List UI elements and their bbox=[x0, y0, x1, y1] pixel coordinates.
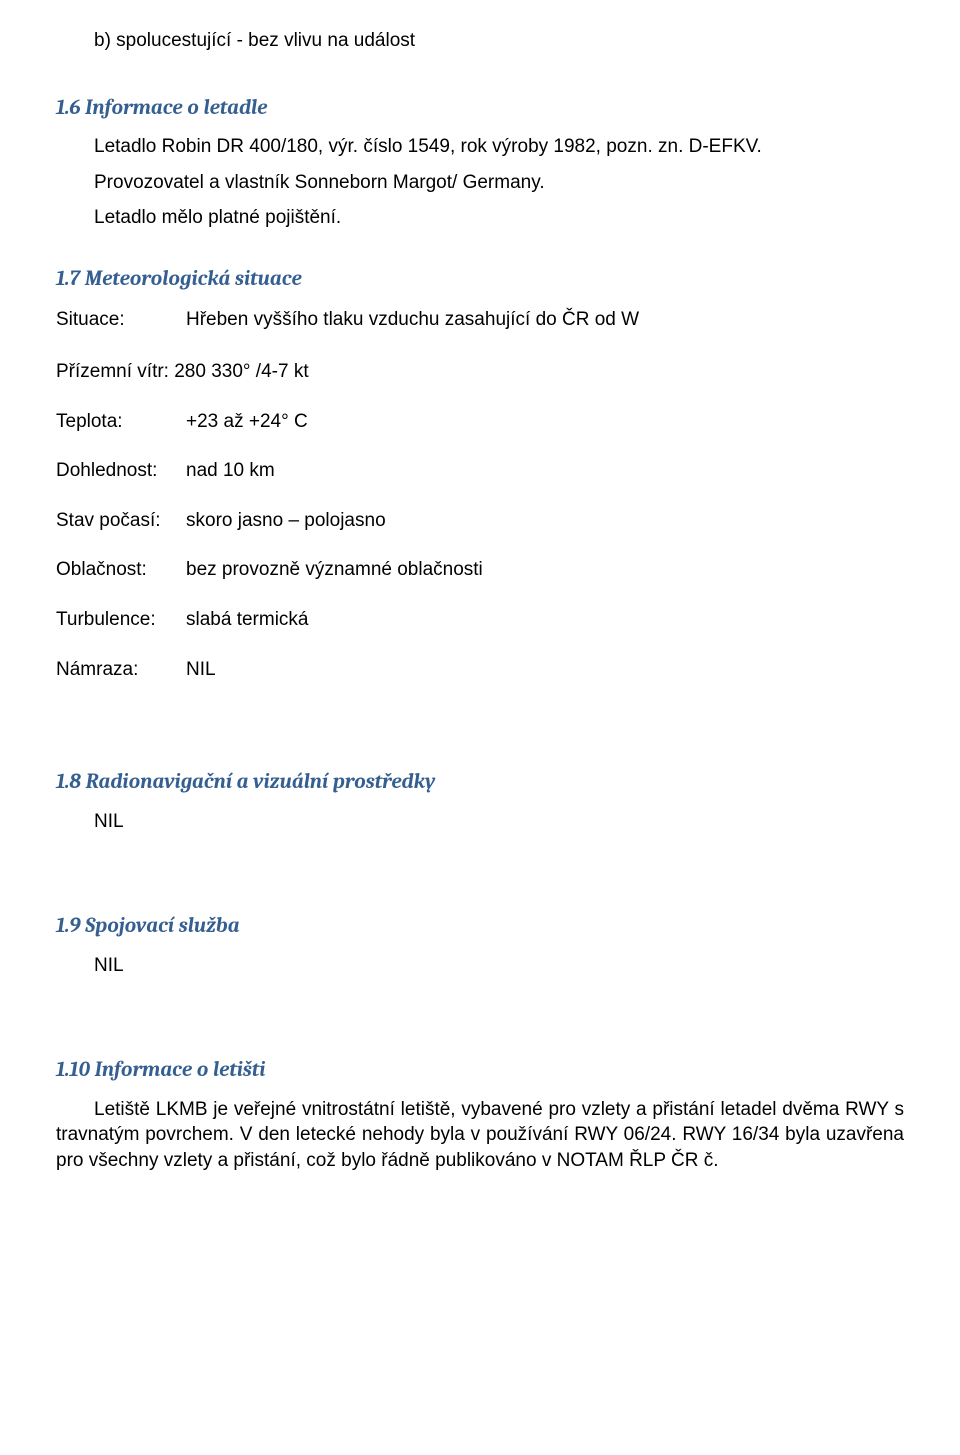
meteo-value: nad 10 km bbox=[186, 458, 904, 484]
heading-1-8: 1.8 Radionavigační a vizuální prostředky bbox=[56, 768, 904, 796]
situace-label: Situace: bbox=[56, 307, 186, 333]
meteo-row: Oblačnost: bez provozně významné oblačno… bbox=[56, 557, 904, 583]
heading-1-7: 1.7 Meteorologická situace bbox=[56, 265, 904, 293]
meteo-value: slabá termická bbox=[186, 607, 904, 633]
situace-value: Hřeben vyššího tlaku vzduchu zasahující … bbox=[186, 307, 904, 333]
meteo-label: Námraza: bbox=[56, 657, 186, 683]
meteo-value: +23 až +24° C bbox=[186, 409, 904, 435]
meteo-row: Námraza: NIL bbox=[56, 657, 904, 683]
s16-p2: Provozovatel a vlastník Sonneborn Margot… bbox=[94, 170, 904, 196]
meteo-value: NIL bbox=[186, 657, 904, 683]
meteo-row: Dohlednost: nad 10 km bbox=[56, 458, 904, 484]
meteo-label: Turbulence: bbox=[56, 607, 186, 633]
heading-1-6: 1.6 Informace o letadle bbox=[56, 94, 904, 122]
meteo-label: Dohlednost: bbox=[56, 458, 186, 484]
s16-p3: Letadlo mělo platné pojištění. bbox=[94, 205, 904, 231]
s18-body: NIL bbox=[94, 809, 904, 835]
s16-p1: Letadlo Robin DR 400/180, výr. číslo 154… bbox=[94, 134, 904, 160]
meteo-label: Teplota: bbox=[56, 409, 186, 435]
meteo-row: Turbulence: slabá termická bbox=[56, 607, 904, 633]
prizemni-vitr: Přízemní vítr: 280 330° /4-7 kt bbox=[56, 359, 904, 385]
heading-1-9: 1.9 Spojovací služba bbox=[56, 912, 904, 940]
meteo-row: Stav počasí: skoro jasno – polojasno bbox=[56, 508, 904, 534]
s19-body: NIL bbox=[94, 953, 904, 979]
s110-body: Letiště LKMB je veřejné vnitrostátní let… bbox=[56, 1097, 904, 1174]
heading-1-10: 1.10 Informace o letišti bbox=[56, 1056, 904, 1084]
situace-row: Situace: Hřeben vyššího tlaku vzduchu za… bbox=[56, 307, 904, 333]
meteo-value: skoro jasno – polojasno bbox=[186, 508, 904, 534]
meteo-value: bez provozně významné oblačnosti bbox=[186, 557, 904, 583]
meteo-label: Stav počasí: bbox=[56, 508, 186, 534]
intro-line-b: b) spolucestující - bez vlivu na událost bbox=[94, 28, 904, 54]
meteo-label: Oblačnost: bbox=[56, 557, 186, 583]
meteo-row: Teplota: +23 až +24° C bbox=[56, 409, 904, 435]
